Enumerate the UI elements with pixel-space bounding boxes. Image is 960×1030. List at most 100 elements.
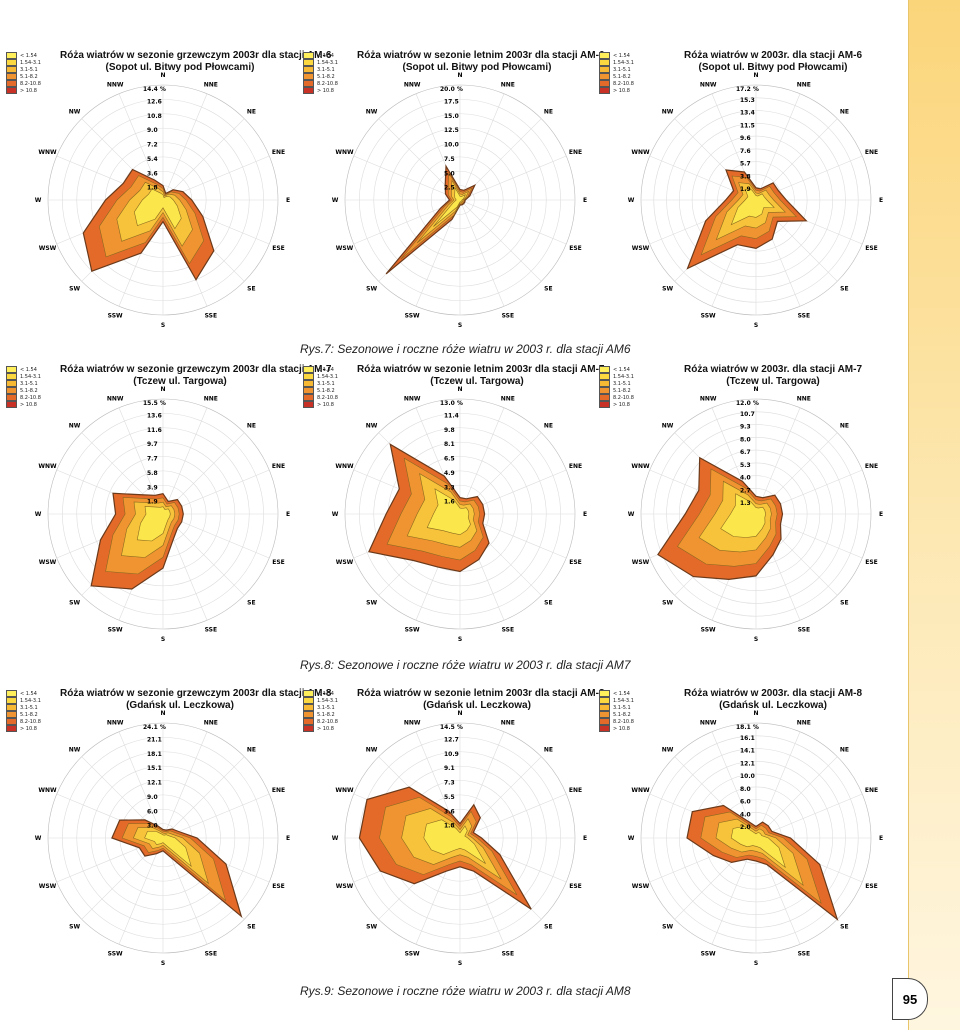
wind-rose-chart: < 1.54 1.54-3.1 3.1-5.1 5.1-8.2 8.2-10.8 > 10… (297, 48, 604, 348)
direction-label: NNE (501, 720, 515, 727)
ring-label: 4.0 (740, 475, 751, 482)
ring-label: 3.8 (740, 173, 751, 180)
legend-item: 5.1-8.2 (303, 711, 338, 718)
legend-swatch (303, 373, 314, 380)
ring-label: 7.6 (740, 148, 751, 155)
direction-label: SSE (798, 312, 810, 319)
legend-label: 5.1-8.2 (317, 387, 335, 394)
direction-label: SE (247, 285, 255, 292)
ring-label: 7.5 (444, 156, 455, 163)
grid-spoke (162, 407, 208, 515)
direction-label: NNW (107, 396, 124, 403)
wind-rose-plot: 18.1 % 16.1 14.1 12.1 10.0 8.0 6.0 4.0 2.0 N NNE NE… (628, 710, 883, 967)
legend-swatch (6, 66, 17, 73)
legend-label: > 10.8 (613, 87, 630, 94)
direction-label: S (161, 636, 165, 643)
legend-item: < 1.54 (303, 52, 338, 59)
legend-item: 8.2-10.8 (303, 394, 338, 401)
ring-label: 17.5 (444, 98, 459, 105)
direction-label: NNE (204, 720, 218, 727)
legend-swatch (303, 718, 314, 725)
legend: < 1.54 1.54-3.1 3.1-5.1 5.1-8.2 8.2-10.8 > 10… (6, 690, 41, 732)
legend-label: 8.2-10.8 (613, 394, 634, 401)
wind-speed-layer (426, 488, 471, 536)
direction-label: NNW (107, 720, 124, 727)
legend-swatch (599, 690, 610, 697)
direction-label: NE (247, 423, 256, 430)
direction-label: NNE (501, 396, 515, 403)
legend-label: 3.1-5.1 (20, 704, 38, 711)
ring-label: 3.3 (444, 484, 455, 491)
direction-label: ENE (865, 787, 878, 794)
legend-label: 3.1-5.1 (20, 380, 38, 387)
ring-label-max: 24.1 % (143, 724, 166, 731)
direction-label: ESE (865, 245, 878, 252)
ring-label-max: 15.5 % (143, 400, 166, 407)
direction-label: S (161, 322, 165, 329)
wind-speed-layer (730, 825, 786, 869)
chart-title: Róża wiatrów w 2003r. dla stacji AM-8 (683, 688, 863, 699)
direction-label: SSW (701, 626, 716, 633)
direction-label: W (628, 511, 635, 518)
direction-label: NNE (797, 720, 811, 727)
wind-rose-chart: < 1.54 1.54-3.1 3.1-5.1 5.1-8.2 8.2-10.8 > 10… (297, 362, 604, 662)
legend-item: < 1.54 (6, 366, 41, 373)
legend-swatch (6, 711, 17, 718)
direction-label: NNE (204, 396, 218, 403)
direction-label: ESE (865, 883, 878, 890)
ring-label: 12.7 (444, 736, 459, 743)
direction-label: NE (544, 109, 553, 116)
direction-label: SW (366, 285, 377, 292)
legend-swatch (599, 87, 610, 94)
legend: < 1.54 1.54-3.1 3.1-5.1 5.1-8.2 8.2-10.8 > 10… (303, 52, 338, 94)
chart-title: Róża wiatrów w sezonie grzewczym 2003r d… (60, 364, 332, 375)
grid-spoke (353, 155, 461, 201)
direction-label: NW (366, 423, 378, 430)
ring-label: 18.1 (147, 751, 162, 758)
legend-item: 3.1-5.1 (303, 380, 338, 387)
ring-label: 3.6 (147, 170, 158, 177)
legend-swatch (599, 366, 610, 373)
direction-label: ENE (272, 787, 285, 794)
direction-label: SSE (205, 312, 217, 319)
direction-label: W (628, 197, 635, 204)
ring-label: 11.4 (444, 412, 459, 419)
legend-swatch (599, 718, 610, 725)
chart-title: Róża wiatrów w sezonie grzewczym 2003r d… (60, 50, 332, 61)
legend-label: < 1.54 (317, 52, 334, 59)
legend-swatch (6, 401, 17, 408)
direction-label: SSW (405, 312, 420, 319)
legend-item: 8.2-10.8 (599, 718, 634, 725)
legend-swatch (6, 366, 17, 373)
legend-item: 1.54-3.1 (303, 59, 338, 66)
direction-label: ESE (272, 883, 285, 890)
legend-swatch (6, 718, 17, 725)
legend-label: 1.54-3.1 (20, 59, 41, 66)
legend: < 1.54 1.54-3.1 3.1-5.1 5.1-8.2 8.2-10.8 > 10… (599, 52, 634, 94)
legend-swatch (6, 697, 17, 704)
wind-rose-plot: 13.0 % 11.4 9.8 8.1 6.5 4.9 3.3 1.6 N NNE NE ENE E ES… (332, 386, 587, 643)
legend-label: < 1.54 (613, 52, 630, 59)
direction-label: WSW (632, 559, 650, 566)
wind-speed-layer (136, 506, 171, 542)
direction-label: ESE (272, 559, 285, 566)
chart-subtitle: (Sopot ul. Bitwy pod Płowcami) (105, 62, 255, 73)
grid-spoke (459, 199, 505, 307)
legend-label: 3.1-5.1 (613, 66, 631, 73)
chart-subtitle: (Gdańsk ul. Leczkowa) (719, 700, 827, 711)
legend-swatch (6, 80, 17, 87)
legend-item: 3.1-5.1 (303, 66, 338, 73)
legend-swatch (599, 704, 610, 711)
legend-label: < 1.54 (20, 52, 37, 59)
direction-label: E (286, 835, 290, 842)
direction-label: N (753, 72, 758, 79)
legend-label: > 10.8 (317, 401, 334, 408)
legend-label: < 1.54 (317, 690, 334, 697)
direction-label: WSW (336, 245, 354, 252)
direction-label: WNW (631, 463, 650, 470)
grid-spoke (711, 731, 757, 839)
legend-swatch (303, 711, 314, 718)
legend-label: 3.1-5.1 (20, 66, 38, 73)
direction-label: SW (662, 923, 673, 930)
legend-label: 8.2-10.8 (613, 718, 634, 725)
